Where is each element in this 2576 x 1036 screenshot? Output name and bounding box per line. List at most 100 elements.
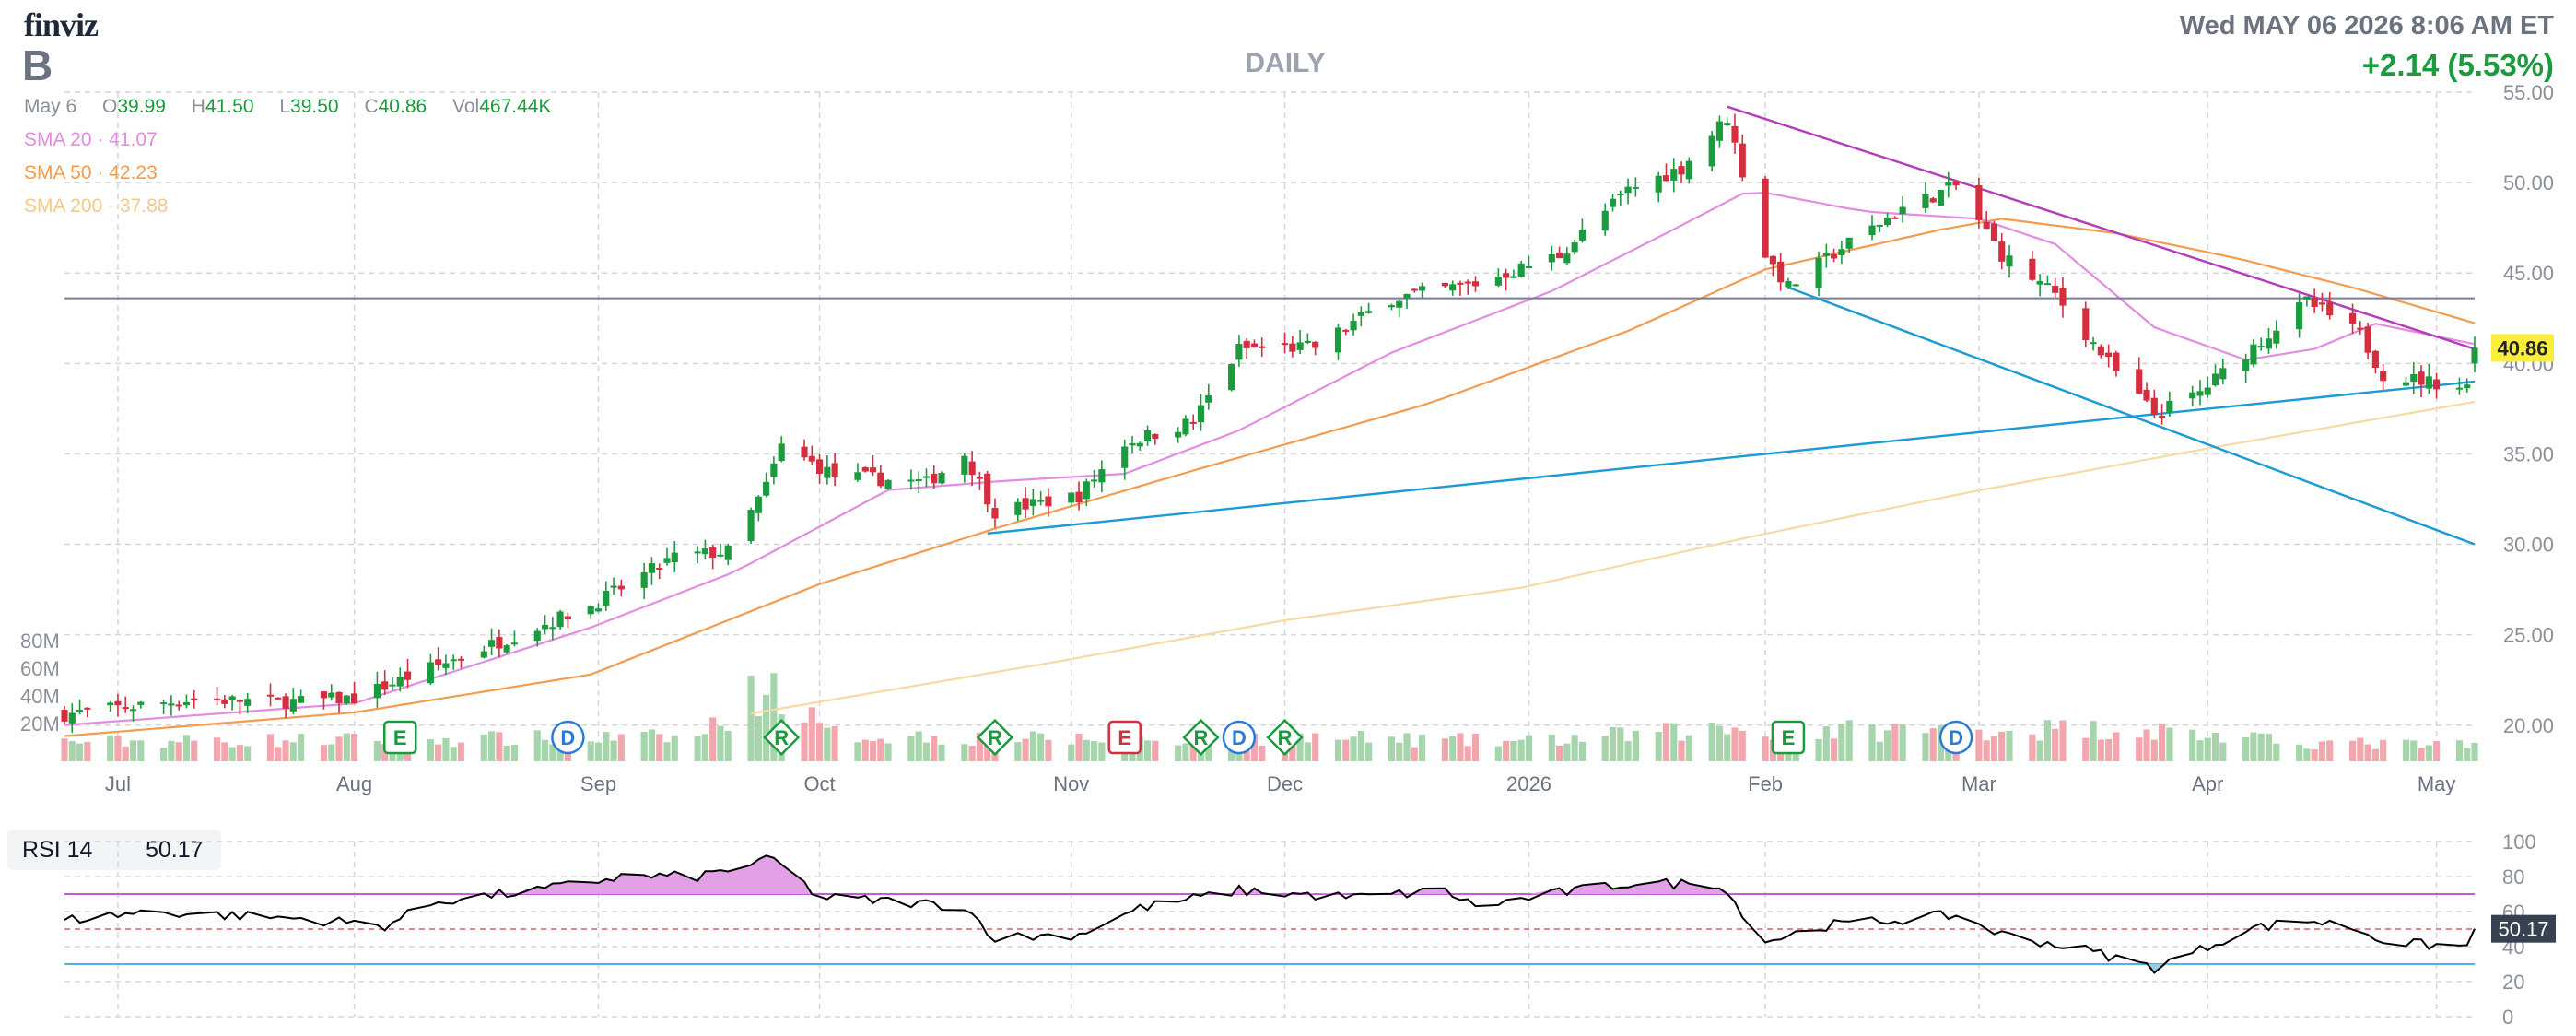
volume-bar: [1098, 742, 1106, 761]
rating-marker-shape: [976, 718, 1014, 757]
candle-body: [282, 696, 289, 709]
event-marker[interactable]: E: [383, 720, 417, 755]
volume-bar: [1342, 739, 1350, 761]
rating-marker-shape: [1266, 718, 1304, 757]
candle-body: [61, 710, 68, 722]
event-marker[interactable]: R: [1266, 718, 1304, 757]
volume-bar: [221, 742, 228, 761]
volume-tick-label: 40M: [20, 685, 60, 708]
volume-bar: [1365, 742, 1373, 761]
event-marker[interactable]: R: [976, 718, 1014, 757]
candle-body: [1045, 496, 1052, 507]
volume-bar: [84, 742, 91, 761]
event-marker[interactable]: R: [763, 718, 801, 757]
candle-body: [480, 651, 487, 658]
candle-body: [968, 461, 976, 476]
candle-body: [1762, 178, 1769, 258]
event-marker[interactable]: E: [1771, 720, 1806, 755]
volume-bar: [594, 742, 603, 761]
event-marker[interactable]: D: [1222, 720, 1257, 755]
close-value: 40.86: [378, 96, 427, 117]
candle-body: [770, 463, 778, 477]
candle-body: [1205, 395, 1212, 403]
volume-bar: [1609, 726, 1617, 761]
candle-body: [1868, 225, 1876, 236]
candle-body: [2219, 368, 2227, 380]
candle-body: [1510, 276, 1517, 278]
event-marker[interactable]: D: [551, 720, 585, 755]
volume-bar: [1617, 727, 1624, 761]
candle-body: [1662, 175, 1670, 182]
candle-body: [2105, 352, 2113, 358]
volume-bar: [541, 739, 549, 761]
candle-body: [1777, 261, 1785, 283]
candle-body: [2433, 379, 2441, 390]
candle-body: [2471, 347, 2478, 364]
volume-bar: [968, 745, 976, 761]
candle-body: [1189, 421, 1197, 424]
trendline[interactable]: [1727, 105, 2476, 350]
volume-bar: [2455, 740, 2464, 761]
volume-bar: [1883, 730, 1891, 761]
candle-body: [1494, 277, 1502, 286]
volume-bar: [1563, 743, 1571, 761]
candle-body: [510, 642, 519, 645]
candle-body: [1243, 340, 1250, 348]
candle-body: [603, 590, 610, 606]
candle-body: [1022, 498, 1029, 510]
candle-body: [1975, 185, 1983, 220]
candle-body: [656, 568, 663, 571]
x-tick-label: Oct: [803, 772, 835, 795]
candle-body: [1998, 241, 2006, 262]
candle-body: [381, 681, 389, 690]
candle-body: [1785, 281, 1792, 288]
volume-bar: [2204, 737, 2211, 761]
candle-body: [503, 645, 510, 653]
volume-bar: [801, 722, 808, 761]
sma200-legend: SMA 200 · 37.88: [24, 195, 169, 217]
candle-body: [747, 509, 755, 542]
event-marker[interactable]: D: [1938, 720, 1973, 755]
candle-body: [427, 662, 434, 684]
candle-body: [335, 691, 343, 704]
candle-body: [701, 548, 708, 555]
volume-bar: [808, 707, 815, 761]
volume-bar: [1350, 736, 1357, 761]
price-change: +2.14 (5.53%): [2361, 48, 2554, 82]
candle-body: [2265, 338, 2273, 349]
event-marker[interactable]: E: [1107, 720, 1142, 755]
finviz-logo[interactable]: finviz: [24, 6, 99, 43]
candle-body: [1403, 293, 1411, 299]
candle-body: [1678, 166, 1685, 175]
volume-bar: [1464, 746, 1471, 761]
volume-bar: [2219, 742, 2227, 761]
candle-body: [2113, 352, 2120, 371]
candle-body: [587, 606, 594, 615]
candle-body: [1945, 182, 1952, 186]
candle-body: [168, 703, 175, 706]
volume-bar: [2052, 728, 2059, 761]
volume-bar: [2150, 739, 2158, 761]
volume-bar: [1731, 727, 1739, 761]
candle-body: [778, 443, 785, 462]
candle-body: [2357, 327, 2364, 330]
volume-bar: [1891, 724, 1899, 761]
rsi-legend[interactable]: RSI 14 50.17: [7, 830, 221, 870]
volume-bar: [76, 743, 84, 761]
candle-body: [1296, 342, 1304, 350]
ohlc-row: May 6 O39.99 H41.50 L39.50 C40.86 Vol467…: [24, 96, 551, 118]
volume-bar: [2211, 733, 2219, 761]
rsi-value: 50.17: [146, 837, 204, 863]
volume-bar: [2242, 736, 2250, 761]
x-tick-label: Apr: [2192, 772, 2223, 795]
volume-bar: [213, 737, 221, 761]
candle-body: [2410, 373, 2418, 383]
event-marker[interactable]: R: [1182, 718, 1220, 757]
volume-bar: [1175, 745, 1182, 761]
x-tick-label: Sep: [580, 772, 616, 795]
trendline[interactable]: [987, 380, 2476, 535]
volume-bar: [122, 746, 129, 761]
volume-bar: [335, 736, 343, 761]
volume-bar: [1503, 740, 1510, 761]
